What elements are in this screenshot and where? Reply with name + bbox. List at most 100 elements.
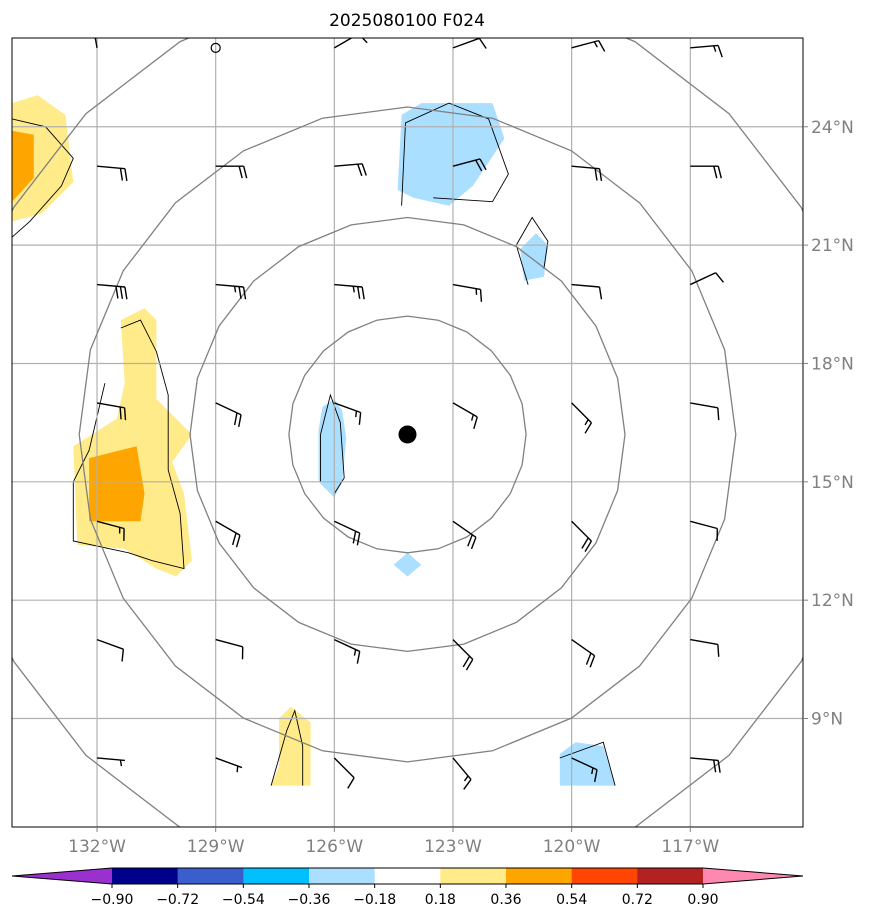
barb-feather (115, 286, 119, 299)
wind-barb (334, 520, 361, 546)
colorbar-segment (177, 868, 244, 884)
wind-barb (802, 275, 836, 285)
wind-barb (690, 44, 723, 58)
y-axis-ticks: 9°N 12°N 15°N 18°N 21°N 24°N (803, 118, 854, 730)
wind-barb (571, 165, 603, 181)
barb-feather (238, 414, 242, 428)
barb-half-feather (352, 286, 355, 293)
barb-staff (690, 757, 719, 762)
barb-feather (356, 651, 361, 664)
barb-feather (352, 531, 357, 544)
barb-staff (452, 283, 481, 291)
wind-barb (452, 38, 487, 49)
barb-staff (571, 757, 598, 771)
gridlines (12, 38, 803, 827)
wind-barb (571, 283, 603, 300)
barb-feather (581, 537, 589, 549)
barb-feather (123, 407, 127, 421)
wind-barb (215, 165, 248, 179)
colorbar-tick-label: 0.54 (556, 892, 587, 908)
barb-staff (689, 272, 716, 286)
barb-feather (479, 289, 483, 302)
barb-staff (802, 520, 803, 522)
filled-contour-region (12, 130, 34, 202)
barb-feather (829, 38, 836, 48)
wind-barb (96, 165, 128, 181)
barb-feather (463, 779, 472, 790)
y-tick-label: 21°N (811, 236, 854, 256)
barb-staff (690, 402, 718, 409)
barb-feather (589, 655, 596, 668)
wind-barb (333, 38, 368, 49)
range-ring (189, 216, 626, 653)
barb-staff (452, 520, 477, 538)
barb-feather (717, 45, 723, 58)
wind-barb (452, 639, 474, 671)
barb-staff (452, 639, 474, 660)
wind-barb (215, 757, 243, 773)
barb-feather (119, 406, 122, 420)
wind-barb (333, 757, 355, 789)
wind-barb (96, 283, 128, 300)
wind-barb (452, 158, 487, 172)
barb-feather (475, 159, 483, 172)
barb-feather (829, 275, 836, 285)
barb-feather (358, 412, 362, 425)
barb-feather (584, 540, 593, 553)
barb-feather (467, 534, 473, 547)
colorbar-tick-label: 0.18 (425, 892, 456, 908)
wind-barb (802, 638, 803, 640)
contour-line (12, 118, 74, 238)
wind-barb (215, 638, 244, 660)
colorbar-tick-label: 0.90 (687, 892, 718, 908)
barb-feather (121, 649, 125, 662)
colorbar-segment (440, 868, 507, 884)
barb-feather (242, 286, 247, 300)
barb-feather (238, 286, 242, 299)
calm-circle (210, 42, 221, 53)
barb-feather (473, 416, 478, 429)
barb-feather (462, 655, 471, 668)
wind-barb (452, 757, 472, 790)
barb-half-feather (355, 410, 358, 418)
barb-staff (334, 163, 363, 167)
barb-feather (238, 166, 243, 179)
wind-barb (571, 39, 606, 52)
wind-barb (690, 165, 722, 179)
wind-barb (802, 389, 836, 403)
barb-half-feather (470, 414, 475, 421)
wind-barb (334, 163, 367, 177)
colorbar-extend-high (703, 868, 803, 884)
colorbar-tick-label: −0.36 (288, 892, 331, 908)
barb-staff (571, 283, 600, 288)
wind-barb (210, 42, 221, 53)
barb-half-feather (593, 41, 598, 48)
barb-feather (357, 163, 363, 177)
barb-staff (571, 165, 600, 170)
filled-contours (12, 95, 616, 786)
barb-feather (585, 652, 592, 665)
barb-feather (233, 412, 238, 426)
barb-feather (715, 272, 724, 283)
wind-barb (690, 638, 720, 657)
x-tick-label: 117°W (661, 837, 719, 857)
colorbar-segment (637, 868, 704, 884)
barb-staff (452, 757, 472, 780)
barb-half-feather (353, 649, 357, 656)
barb-staff (96, 283, 125, 288)
barb-staff (452, 38, 480, 49)
y-tick-label: 18°N (811, 354, 854, 374)
barb-feather (827, 389, 836, 398)
barb-staff (333, 757, 355, 779)
wind-barb (452, 402, 478, 429)
barb-staff (334, 638, 361, 653)
colorbar-segment (571, 868, 638, 884)
filled-contour-region (559, 742, 616, 786)
barb-staff (690, 638, 718, 646)
barb-half-feather (236, 765, 239, 773)
range-ring (78, 106, 737, 763)
colorbar-extend-low (12, 868, 112, 884)
chart-title: 2025080100 F024 (329, 11, 485, 31)
colorbar-tick-label: −0.54 (222, 892, 265, 908)
y-tick-label: 12°N (811, 591, 854, 611)
